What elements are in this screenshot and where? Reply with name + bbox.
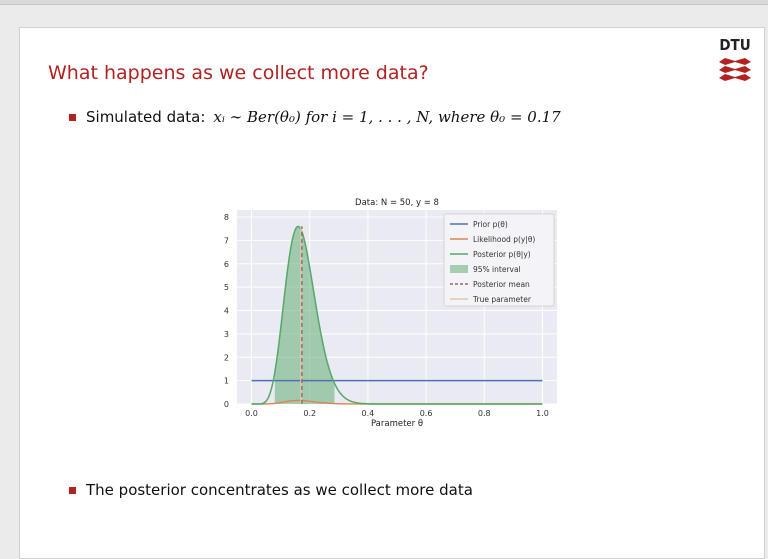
posterior-line: [251, 225, 543, 405]
bullet2-text: The posterior concentrates as we collect…: [86, 481, 473, 499]
y-tick-label: 1: [224, 377, 229, 386]
slide-title: What happens as we collect more data?: [48, 62, 429, 84]
y-tick-label: 3: [224, 330, 229, 339]
legend-label: Prior p(θ): [473, 220, 508, 229]
interval-fill: [274, 226, 335, 404]
logo-text: DTU: [719, 36, 751, 54]
x-tick-label: 0.0: [245, 409, 258, 418]
y-tick-label: 4: [224, 307, 229, 316]
y-tick-label: 5: [224, 283, 229, 292]
x-tick-label: 0.6: [420, 409, 433, 418]
bullet-square-icon: [69, 113, 76, 121]
legend-swatch: [450, 265, 468, 273]
chart-title: Data: N = 50, y = 8: [355, 198, 439, 208]
dtu-logo: DTU: [717, 36, 753, 86]
legend-label: Posterior p(θ|y): [473, 250, 531, 259]
x-tick-label: 0.8: [478, 409, 491, 418]
legend-label: 95% interval: [473, 265, 521, 274]
x-tick-label: 1.0: [536, 409, 549, 418]
bullet-simulated-data: Simulated data: xᵢ ∼ Ber(θ₀) for i = 1, …: [69, 108, 561, 126]
slide: What happens as we collect more data? DT…: [19, 27, 765, 559]
y-tick-label: 8: [224, 213, 229, 222]
bullet-square-icon: [69, 486, 76, 494]
legend-label: Posterior mean: [473, 280, 530, 289]
posterior-chart: 0.0 0.2 0.4 0.6 0.8 1.0 0 1 2 3 4 5 6 7 8 Data: N = 50,…: [210, 166, 570, 440]
legend-label: Likelihood p(y|θ): [473, 235, 535, 244]
y-tick-label: 7: [224, 236, 229, 245]
y-tick-label: 2: [224, 353, 229, 362]
x-axis-label: Parameter θ: [371, 419, 423, 429]
x-tick-label: 0.2: [303, 409, 316, 418]
bullet-posterior-concentrates: The posterior concentrates as we collect…: [69, 481, 473, 499]
legend-box: [443, 213, 555, 307]
x-tick-label: 0.4: [362, 409, 375, 418]
y-tick-label: 6: [224, 260, 229, 269]
top-bar: [0, 0, 768, 5]
bullet1-prefix: Simulated data:: [86, 108, 206, 126]
legend-label: True parameter: [472, 295, 532, 304]
bullet1-formula: xᵢ ∼ Ber(θ₀) for i = 1, . . . , N, where…: [213, 108, 561, 126]
logo-mark-icon: [719, 58, 751, 81]
chart-svg: 0.0 0.2 0.4 0.6 0.8 1.0 0 1 2 3 4 5 6 7 8 Data: N = 50,…: [224, 198, 557, 429]
y-tick-label: 0: [224, 400, 229, 409]
